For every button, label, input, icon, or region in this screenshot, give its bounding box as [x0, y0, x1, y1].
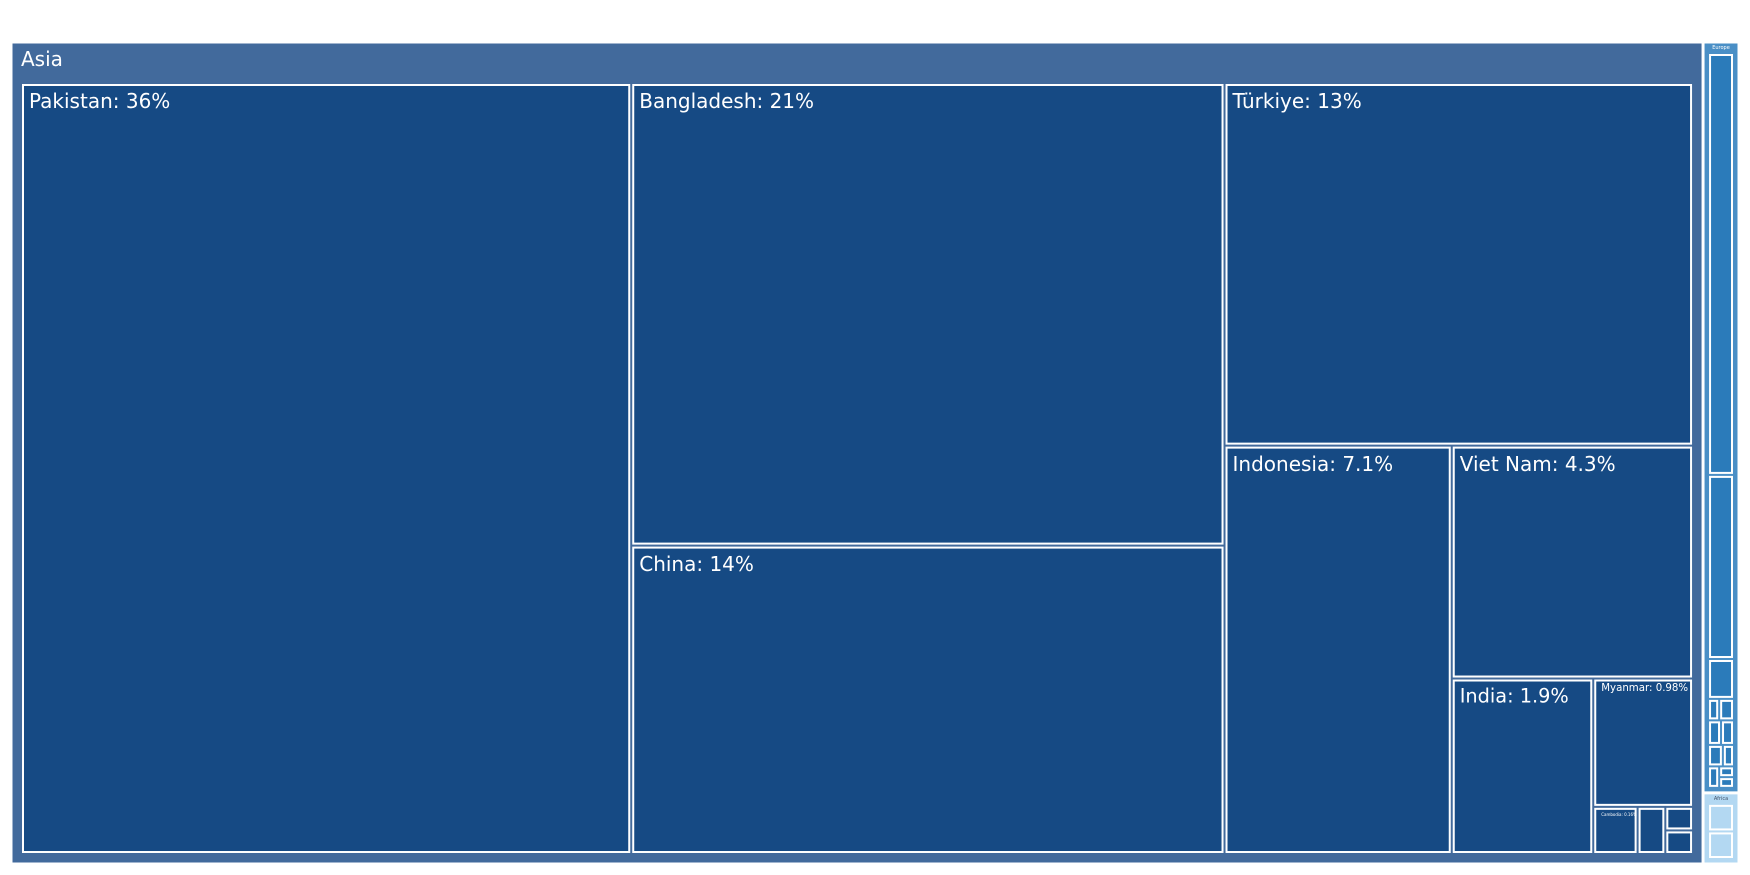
tile: [1709, 699, 1719, 720]
tile: [1723, 745, 1734, 766]
tile-label: Indonesia: 7.1%: [1233, 452, 1394, 476]
tile: [1709, 721, 1721, 744]
tile: [1720, 778, 1733, 787]
group-label: Asia: [21, 47, 63, 71]
tile: [632, 84, 1224, 545]
tile-label: Myanmar: 0.98%: [1601, 683, 1688, 694]
group-label: Africa: [1714, 796, 1728, 802]
tile: [1666, 807, 1693, 830]
tile-label: Pakistan: 36%: [29, 89, 170, 113]
tile: [1666, 831, 1693, 853]
tile-label: India: 1.9%: [1460, 685, 1569, 708]
tile: [1452, 679, 1593, 854]
tile-label: Bangladesh: 21%: [639, 89, 814, 113]
tile: [1594, 807, 1637, 854]
group-label: Europe: [1712, 45, 1730, 51]
tile: [1722, 721, 1733, 744]
tile: [1709, 767, 1719, 787]
tile: [1709, 475, 1734, 658]
tile: [1709, 54, 1734, 474]
tile: [1720, 699, 1733, 720]
tile: [632, 546, 1224, 853]
tile-label: China: 14%: [639, 552, 754, 576]
tile: [1709, 745, 1722, 766]
tile: [1594, 679, 1693, 806]
tile: [1709, 832, 1734, 858]
tile: [1452, 446, 1693, 678]
tile: [1638, 807, 1665, 854]
tile: [1709, 659, 1734, 698]
tile: [1225, 446, 1451, 853]
tile-label: Viet Nam: 4.3%: [1460, 452, 1616, 476]
tile: [22, 84, 631, 853]
tile-label: Türkiye: 13%: [1232, 89, 1362, 113]
tile: [1709, 804, 1734, 831]
tile: [1720, 767, 1733, 777]
tile-label: Cambodia: 0.16%: [1601, 812, 1637, 817]
tile: [1225, 84, 1693, 445]
